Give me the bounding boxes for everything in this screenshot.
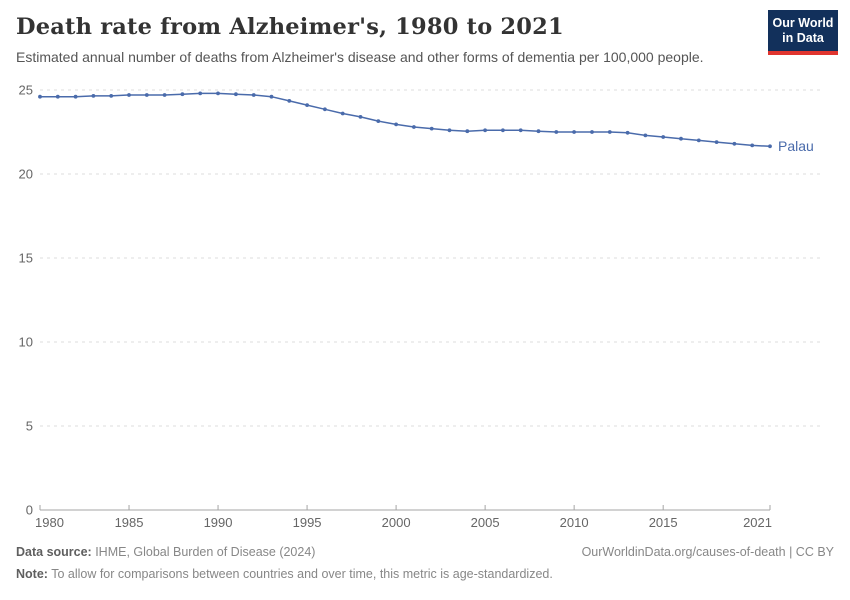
owid-logo-line1: Our World <box>772 16 834 30</box>
y-tick-label: 5 <box>26 419 33 434</box>
data-point[interactable] <box>394 122 398 127</box>
data-point[interactable] <box>554 130 559 134</box>
data-point[interactable] <box>412 125 416 129</box>
data-point[interactable] <box>643 133 648 138</box>
data-point[interactable] <box>144 93 149 97</box>
y-tick-label: 0 <box>26 503 33 518</box>
data-point[interactable] <box>607 130 612 134</box>
x-tick-label: 1990 <box>204 515 233 530</box>
x-tick-label: 1985 <box>115 515 144 530</box>
data-point[interactable] <box>358 115 363 119</box>
data-point[interactable] <box>572 130 576 134</box>
y-tick-label: 10 <box>19 335 33 350</box>
data-point[interactable] <box>198 91 203 96</box>
x-tick-label: 2000 <box>382 515 411 530</box>
owid-logo[interactable]: Our World in Data <box>768 10 838 55</box>
data-point[interactable] <box>750 143 755 148</box>
data-point[interactable] <box>536 129 541 134</box>
data-point[interactable] <box>447 128 452 133</box>
data-point[interactable] <box>625 130 630 135</box>
data-point[interactable] <box>661 135 666 139</box>
data-point[interactable] <box>376 119 381 123</box>
note-value: To allow for comparisons between countri… <box>47 567 553 581</box>
y-tick-label: 20 <box>19 167 33 182</box>
chart-subtitle: Estimated annual number of deaths from A… <box>16 49 704 65</box>
x-tick-label: 1995 <box>293 515 322 530</box>
data-point[interactable] <box>518 128 523 133</box>
data-point[interactable] <box>465 129 470 134</box>
data-point[interactable] <box>127 93 131 97</box>
x-tick-label: 2010 <box>560 515 589 530</box>
data-point[interactable] <box>679 136 683 141</box>
data-source-label: Data source: <box>16 545 92 559</box>
data-point[interactable] <box>340 111 345 116</box>
data-point[interactable] <box>429 126 434 131</box>
x-tick-label: 2021 <box>743 515 772 530</box>
data-point[interactable] <box>287 99 292 103</box>
data-point[interactable] <box>91 94 96 98</box>
data-point[interactable] <box>251 93 256 97</box>
data-point[interactable] <box>305 103 309 107</box>
data-point[interactable] <box>732 141 737 146</box>
x-tick-label: 1980 <box>35 515 64 530</box>
data-point[interactable] <box>216 91 220 96</box>
chart-header: Death rate from Alzheimer's, 1980 to 202… <box>16 14 755 65</box>
note-text: Note: To allow for comparisons between c… <box>16 567 553 581</box>
data-point[interactable] <box>162 93 167 97</box>
data-point[interactable] <box>768 144 772 149</box>
y-tick-label: 15 <box>19 251 33 266</box>
data-source-text: Data source: IHME, Global Burden of Dise… <box>16 541 315 563</box>
data-point[interactable] <box>483 128 487 133</box>
data-point[interactable] <box>109 94 114 98</box>
page-title: Death rate from Alzheimer's, 1980 to 202… <box>16 14 564 40</box>
owid-logo-line2: in Data <box>782 31 824 45</box>
data-point[interactable] <box>180 92 185 97</box>
chart-footer: Data source: IHME, Global Burden of Dise… <box>16 541 834 585</box>
data-point[interactable] <box>714 140 719 145</box>
data-point[interactable] <box>234 92 238 97</box>
series-end-label[interactable]: Palau <box>778 138 814 154</box>
owid-url-link[interactable]: OurWorldinData.org/causes-of-death | CC … <box>581 545 834 559</box>
data-point[interactable] <box>501 128 505 133</box>
y-tick-label: 25 <box>19 83 33 98</box>
data-point[interactable] <box>38 94 42 99</box>
series-line[interactable] <box>40 92 771 148</box>
data-source-value: IHME, Global Burden of Disease (2024) <box>91 545 316 559</box>
data-point[interactable] <box>73 94 78 99</box>
data-point[interactable] <box>323 107 327 112</box>
data-point[interactable] <box>696 138 701 143</box>
data-point[interactable] <box>55 94 60 99</box>
data-point[interactable] <box>269 94 274 99</box>
note-label: Note: <box>16 567 48 581</box>
x-tick-label: 2015 <box>649 515 678 530</box>
data-point[interactable] <box>590 130 594 134</box>
x-tick-label: 2005 <box>471 515 500 530</box>
